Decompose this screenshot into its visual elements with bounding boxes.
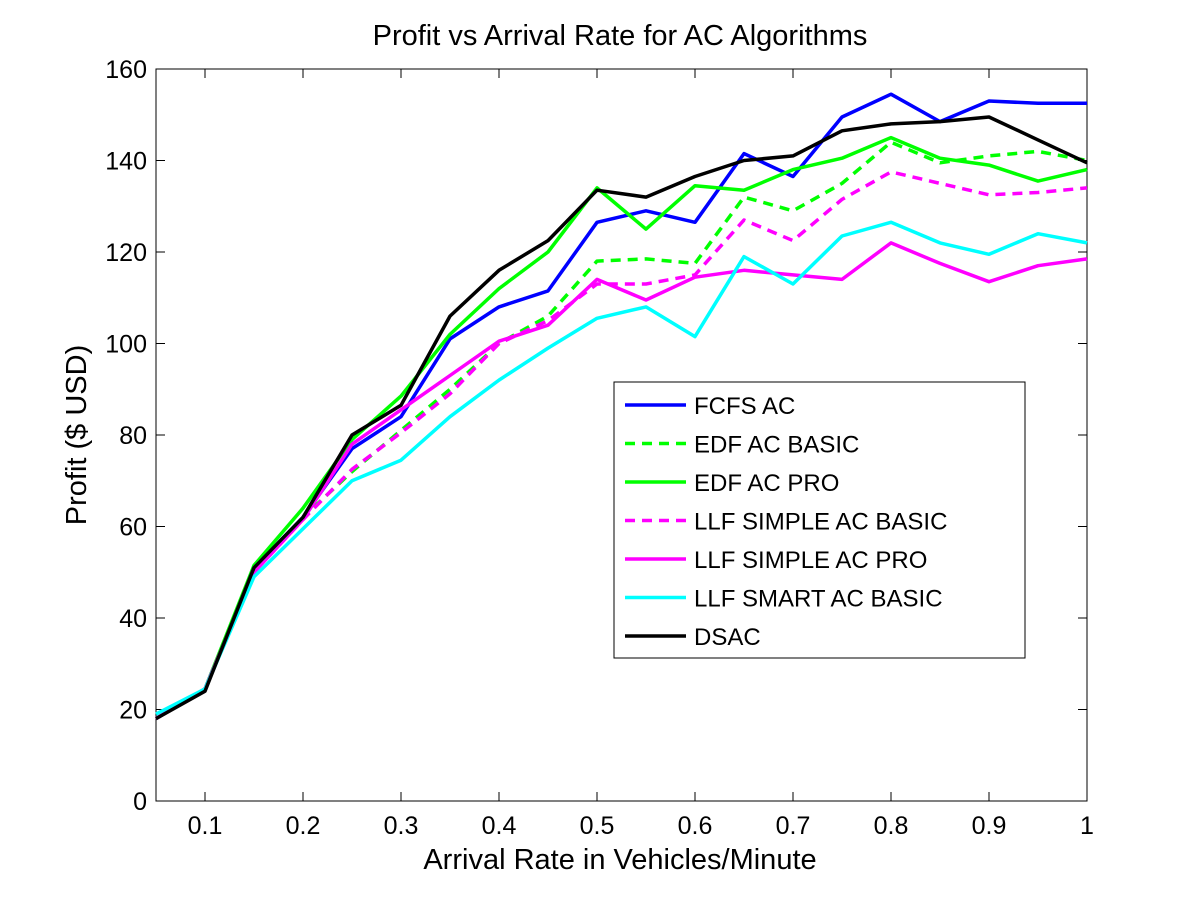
x-axis-label: Arrival Rate in Vehicles/Minute <box>423 844 816 876</box>
axis-ticks: 0.1 0.2 0.3 0.4 0.5 0.6 0.7 0.8 0.9 1 0 20 40 60 80 100… <box>105 56 1094 840</box>
legend-label-llf-simple-ac-pro: LLF SIMPLE AC PRO <box>694 547 927 574</box>
x-tick-label: 0.3 <box>384 812 419 840</box>
y-tick-label: 40 <box>119 605 147 633</box>
series-line-llf-simple-ac-pro <box>155 241 1088 721</box>
legend-label-dsac: DSAC <box>694 624 761 651</box>
x-tick-label: 0.1 <box>188 812 223 840</box>
x-tick-label: 0.7 <box>776 812 811 840</box>
x-tick-label: 1 <box>1080 812 1094 840</box>
series-lines <box>155 92 1088 721</box>
series-line-edf-ac-pro <box>155 135 1088 721</box>
y-tick-label: 120 <box>105 239 147 267</box>
x-tick-label: 0.5 <box>580 812 615 840</box>
legend-label-llf-smart-ac-basic: LLF SMART AC BASIC <box>694 586 943 613</box>
y-tick-label: 60 <box>119 514 147 542</box>
y-tick-label: 0 <box>133 788 147 816</box>
y-tick-label: 20 <box>119 697 147 725</box>
y-tick-label: 160 <box>105 56 147 84</box>
series-line-llf-simple-ac-basic <box>155 170 1088 721</box>
y-tick-label: 80 <box>119 422 147 450</box>
chart-title: Profit vs Arrival Rate for AC Algorithms <box>373 20 868 52</box>
legend: FCFS AC EDF AC BASIC EDF AC PRO LLF SIMPLE … <box>613 381 1026 659</box>
y-tick-label: 100 <box>105 331 147 359</box>
x-tick-label: 0.9 <box>972 812 1007 840</box>
x-tick-label: 0.8 <box>874 812 909 840</box>
series-line-llf-smart-ac-basic <box>155 220 1088 716</box>
x-tick-label: 0.6 <box>678 812 713 840</box>
x-tick-label: 0.2 <box>286 812 321 840</box>
y-axis-label: Profit ($ USD) <box>61 345 93 525</box>
x-tick-label: 0.4 <box>482 812 517 840</box>
legend-label-fcfs-ac: FCFS AC <box>694 393 795 420</box>
series-line-dsac <box>155 115 1088 721</box>
legend-label-llf-simple-ac-basic: LLF SIMPLE AC BASIC <box>694 509 947 536</box>
legend-label-edf-ac-pro: EDF AC PRO <box>694 470 839 497</box>
legend-label-edf-ac-basic: EDF AC BASIC <box>694 432 859 459</box>
series-line-edf-ac-basic <box>155 140 1088 721</box>
y-tick-label: 140 <box>105 148 147 176</box>
